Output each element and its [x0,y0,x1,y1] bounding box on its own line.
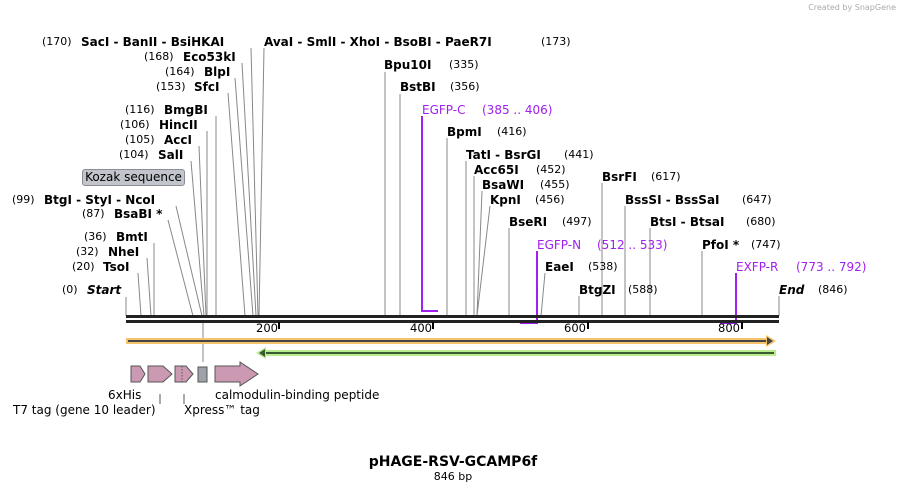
site-pos: (588) [628,283,658,296]
site-tati[interactable]: TatI - BsrGI [466,148,541,162]
site-eco53ki[interactable]: Eco53kI [183,50,236,64]
primer-exfp-r[interactable]: EXFP-R [736,260,779,274]
site-pos: (104) [119,148,149,161]
backbone [126,315,779,329]
site-pos: (416) [497,125,527,138]
site-pos: (538) [588,260,618,273]
site-pos: (497) [562,215,592,228]
site-bpu10i[interactable]: Bpu10I [384,58,432,72]
feature-6xhis[interactable]: 6xHis [108,388,142,402]
site-acc65i[interactable]: Acc65I [474,163,519,177]
site-sacI[interactable]: SacI - BanII - BsiHKAI [81,35,225,49]
site-pos: (680) [746,215,776,228]
site-bsrfi[interactable]: BsrFI [602,170,637,184]
site-pos: (99) [12,193,35,206]
start-label: Start [87,283,122,297]
site-pos: (452) [536,163,566,176]
site-pos: (170) [42,35,72,48]
site-sfci[interactable]: SfcI [194,80,220,94]
primer-egfp-n[interactable]: EGFP-N [537,238,582,252]
site-nhei[interactable]: NheI [108,245,140,259]
primer-range: (385 .. 406) [482,103,553,117]
feature-calmodulin-binding-peptide[interactable]: calmodulin-binding peptide [215,388,380,402]
site-pos: (335) [449,58,479,71]
site-pos: (356) [450,80,480,93]
site-pos: (168) [144,50,174,63]
site-pos: (455) [540,178,570,191]
site-bpmi[interactable]: BpmI [447,125,482,139]
site-pos: (164) [165,65,195,78]
site-pos: (105) [125,133,155,146]
site-bsssi[interactable]: BssSI - BssSaI [625,193,720,207]
site-pos: (647) [742,193,772,206]
kozak-sequence-label[interactable]: Kozak sequence [82,169,185,186]
snapgene-credit: Created by SnapGene [808,3,896,12]
site-pos: (456) [535,193,565,206]
site-bmgbi[interactable]: BmgBI [164,103,208,117]
site-kpni[interactable]: KpnI [490,193,521,207]
site-btgi[interactable]: BtgI - StyI - NcoI [44,193,156,207]
site-pos: (116) [125,103,155,116]
site-eaei[interactable]: EaeI [545,260,574,274]
green-feature-arrow [256,347,776,359]
site-btsi[interactable]: BtsI - BtsaI [650,215,725,229]
plasmid-length: 846 bp [433,470,473,483]
site-pos: (36) [84,230,107,243]
site-pos: (173) [541,35,571,48]
site-pos: (747) [751,238,781,251]
primer-range: (512 .. 533) [597,238,668,252]
feature-shapes [130,361,259,404]
tick-label: 400 [410,321,432,335]
site-blpi[interactable]: BlpI [204,65,231,79]
primer-range: (773 .. 792) [796,260,867,274]
site-bstbi[interactable]: BstBI [400,80,436,94]
site-hincii[interactable]: HincII [159,118,198,132]
site-btgzi[interactable]: BtgZI [579,283,616,297]
site-pos: (106) [120,118,150,131]
site-avaI[interactable]: AvaI - SmlI - XhoI - BsoBI - PaeR7I [264,35,492,49]
site-pos: (20) [72,260,95,273]
site-pos: (87) [82,207,105,220]
site-sali[interactable]: SalI [158,148,184,162]
site-pos: (32) [76,245,99,258]
site-pos: (153) [156,80,186,93]
feature-xpress-tag[interactable]: Xpress™ tag [184,403,260,417]
orange-feature-arrow [126,335,776,347]
site-pos: (441) [564,148,594,161]
site-bseri[interactable]: BseRI [509,215,548,229]
site-bmti[interactable]: BmtI [116,230,148,244]
site-bsawi[interactable]: BsaWI [482,178,525,192]
tick-label: 800 [718,321,740,335]
plasmid-title: pHAGE-RSV-GCAMP6f [368,454,538,470]
site-pos: (846) [818,283,848,296]
site-acci[interactable]: AccI [164,133,192,147]
end-label: End [779,283,805,297]
site-pfoi[interactable]: PfoI * [702,238,740,252]
site-pos: (0) [62,283,78,296]
site-bsabi[interactable]: BsaBI * [114,207,163,221]
cut-site-lines [125,47,780,362]
site-pos: (617) [651,170,681,183]
site-tsoi[interactable]: TsoI [103,260,130,274]
tick-label: 200 [256,321,278,335]
feature-t7-tag[interactable]: T7 tag (gene 10 leader) [13,403,156,417]
primer-egfp-c[interactable]: EGFP-C [422,103,466,117]
tick-label: 600 [564,321,586,335]
